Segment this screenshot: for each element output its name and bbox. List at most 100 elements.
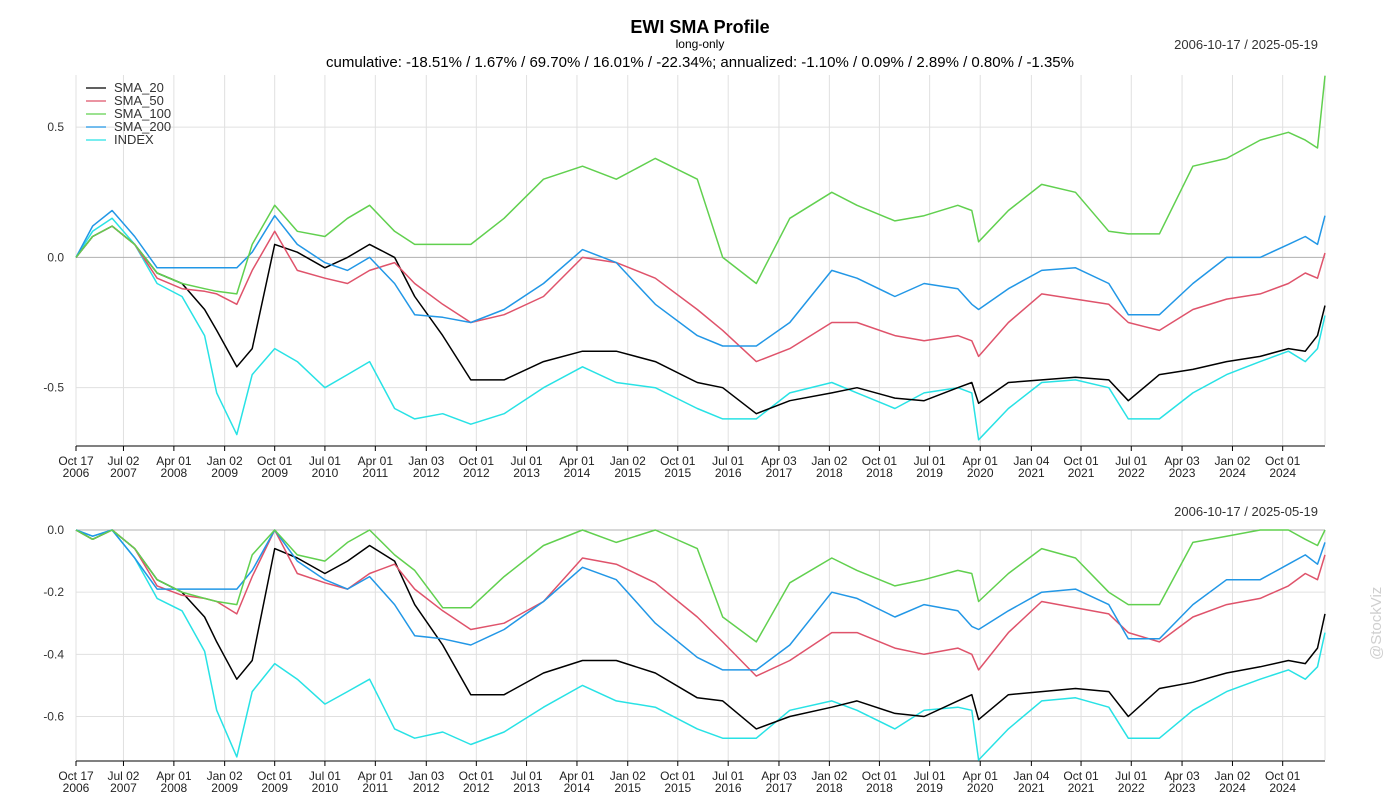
series-line-sma-20 — [75, 529, 1326, 730]
x-tick-year: 2021 — [1068, 781, 1095, 795]
x-tick-label: Oct 01 — [660, 454, 696, 468]
x-tick-label: Oct 01 — [257, 769, 293, 783]
x-tick-year: 2023 — [1169, 781, 1196, 795]
legend-label: SMA_50 — [114, 93, 164, 108]
x-tick-year: 2009 — [261, 781, 288, 795]
series-line-sma-100 — [75, 75, 1326, 295]
x-tick-label: Jul 01 — [511, 454, 543, 468]
x-tick-label: Apr 01 — [963, 769, 999, 783]
series-line-index — [75, 217, 1326, 441]
x-tick-year: 2017 — [766, 466, 793, 480]
x-tick-label: Oct 17 — [58, 454, 94, 468]
x-tick-year: 2024 — [1219, 781, 1246, 795]
x-tick-year: 2021 — [1068, 466, 1095, 480]
x-tick-label: Apr 01 — [358, 769, 394, 783]
x-tick-label: Apr 03 — [1164, 454, 1200, 468]
x-tick-year: 2020 — [967, 466, 994, 480]
legend-label: INDEX — [114, 132, 154, 147]
x-tick-year: 2007 — [110, 781, 137, 795]
series-line-index — [75, 529, 1326, 761]
x-tick-label: Apr 01 — [156, 769, 192, 783]
x-tick-year: 2018 — [816, 466, 843, 480]
x-tick-label: Apr 01 — [963, 454, 999, 468]
x-tick-year: 2009 — [211, 781, 238, 795]
series-line-sma-200 — [75, 209, 1326, 347]
x-tick-label: Jan 03 — [408, 454, 444, 468]
x-tick-year: 2016 — [715, 466, 742, 480]
x-tick-year: 2012 — [463, 466, 490, 480]
x-tick-label: Jul 02 — [107, 454, 139, 468]
series-line-sma-50 — [75, 529, 1326, 677]
x-tick-year: 2009 — [261, 466, 288, 480]
x-tick-label: Oct 01 — [1063, 769, 1099, 783]
date-range-top: 2006-10-17 / 2025-05-19 — [1174, 37, 1318, 52]
x-tick-label: Oct 01 — [1265, 454, 1301, 468]
x-tick-year: 2014 — [564, 781, 591, 795]
x-tick-year: 2010 — [312, 466, 339, 480]
x-tick-year: 2018 — [866, 466, 893, 480]
x-tick-label: Apr 01 — [559, 769, 595, 783]
x-tick-year: 2008 — [161, 466, 188, 480]
x-tick-label: Oct 01 — [1265, 769, 1301, 783]
x-tick-label: Jan 03 — [408, 769, 444, 783]
x-tick-label: Oct 01 — [257, 454, 293, 468]
x-tick-year: 2015 — [614, 466, 641, 480]
x-tick-label: Jan 02 — [610, 769, 646, 783]
series-line-sma-100 — [75, 529, 1326, 643]
watermark: @StockViz — [1368, 586, 1385, 660]
x-tick-label: Apr 01 — [156, 454, 192, 468]
y-tick-label: -0.4 — [43, 647, 64, 661]
x-tick-year: 2015 — [614, 781, 641, 795]
x-tick-year: 2022 — [1118, 781, 1145, 795]
x-tick-year: 2013 — [513, 781, 540, 795]
y-tick-label: 0.0 — [47, 523, 64, 537]
x-tick-year: 2024 — [1269, 781, 1296, 795]
x-tick-label: Jul 01 — [1115, 769, 1147, 783]
x-tick-label: Jul 02 — [107, 769, 139, 783]
x-tick-label: Apr 03 — [1164, 769, 1200, 783]
x-tick-year: 2015 — [664, 466, 691, 480]
x-tick-year: 2018 — [816, 781, 843, 795]
x-tick-label: Jan 02 — [811, 454, 847, 468]
x-tick-label: Apr 01 — [559, 454, 595, 468]
x-tick-year: 2008 — [161, 781, 188, 795]
x-tick-year: 2020 — [967, 781, 994, 795]
legend-label: SMA_100 — [114, 106, 171, 121]
x-tick-label: Apr 03 — [761, 454, 797, 468]
y-tick-label: -0.2 — [43, 585, 64, 599]
x-tick-label: Jul 01 — [914, 454, 946, 468]
x-tick-label: Oct 01 — [660, 769, 696, 783]
x-tick-label: Oct 17 — [58, 769, 94, 783]
x-tick-year: 2021 — [1018, 781, 1045, 795]
date-range-bottom: 2006-10-17 / 2025-05-19 — [1174, 504, 1318, 519]
x-tick-year: 2015 — [664, 781, 691, 795]
x-tick-year: 2018 — [866, 781, 893, 795]
x-tick-year: 2013 — [513, 466, 540, 480]
x-tick-label: Oct 01 — [862, 769, 898, 783]
x-tick-label: Jan 02 — [1214, 769, 1250, 783]
x-tick-label: Jan 04 — [1013, 454, 1049, 468]
x-tick-label: Jul 01 — [1115, 454, 1147, 468]
x-tick-label: Jan 02 — [1214, 454, 1250, 468]
y-tick-label: 0.0 — [47, 250, 64, 264]
x-tick-year: 2006 — [63, 466, 90, 480]
x-tick-year: 2011 — [362, 466, 388, 480]
x-tick-year: 2007 — [110, 466, 137, 480]
series-line-sma-200 — [75, 529, 1326, 671]
x-tick-year: 2010 — [312, 781, 339, 795]
x-tick-label: Jul 01 — [712, 769, 744, 783]
chart-title: EWI SMA Profile — [630, 17, 770, 37]
x-tick-year: 2024 — [1219, 466, 1246, 480]
x-tick-year: 2019 — [916, 466, 943, 480]
x-tick-label: Jan 02 — [207, 769, 243, 783]
series-line-sma-50 — [75, 225, 1326, 363]
x-tick-year: 2012 — [413, 781, 440, 795]
x-tick-year: 2019 — [916, 781, 943, 795]
x-tick-year: 2016 — [715, 781, 742, 795]
x-tick-label: Jul 01 — [712, 454, 744, 468]
x-tick-label: Jul 01 — [511, 769, 543, 783]
x-tick-label: Oct 01 — [862, 454, 898, 468]
